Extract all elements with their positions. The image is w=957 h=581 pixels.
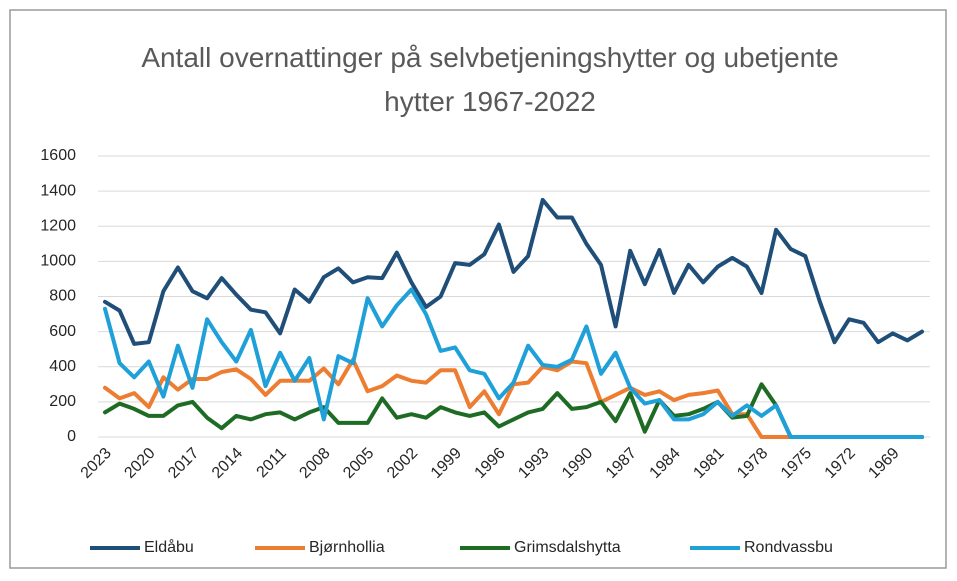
y-tick-label: 1400 [40,182,76,199]
legend-label: Grimsdalshytta [514,539,621,556]
y-tick-label: 1200 [40,217,76,234]
legend-label: Rondvassbu [744,539,833,556]
y-tick-label: 600 [49,323,76,340]
chart-title: Antall overnattinger på selvbetjeningshy… [141,42,839,117]
series-line [103,287,924,439]
y-tick-label: 400 [49,358,76,375]
y-tick-label: 200 [49,393,76,410]
legend-label: Bjørnhollia [309,539,385,556]
y-tick-label: 1600 [40,147,76,164]
y-tick-label: 800 [49,288,76,305]
y-tick-label: 1000 [40,253,76,270]
series-line [103,197,924,346]
y-tick-label: 0 [67,428,76,445]
legend-label: Eldåbu [144,538,194,556]
